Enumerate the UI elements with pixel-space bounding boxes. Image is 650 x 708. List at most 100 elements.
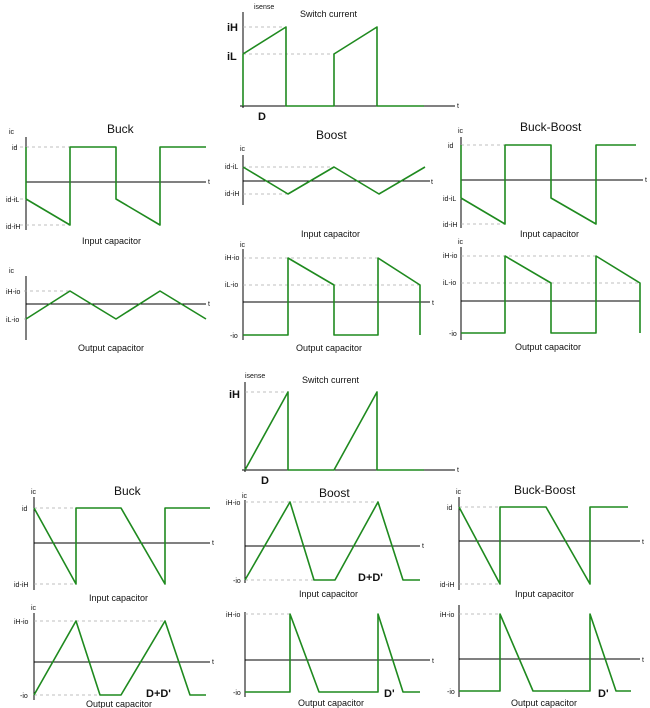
top-buck-input-caption: Input capacitor [82,236,141,246]
top-boost-output-plot: ic iH-io iL-io -io t Output capacitor [225,242,434,353]
bottom-switch-axis-label: isense [245,373,265,380]
top-buck-title: Buck [107,122,135,136]
top-switch-current-plot: isense Switch current iH iL t D [227,4,459,123]
top-boost-output-caption: Output capacitor [296,343,362,353]
bottom-buckboost-output-t-label: t [642,657,644,664]
bottom-boost-dp-label: D' [384,688,395,700]
top-boost-input-t-label: t [431,179,433,186]
bottom-buck-output-caption: Output capacitor [86,699,152,708]
bottom-buck-id-label: id [22,506,28,513]
top-switch-current-waveform [242,26,424,107]
top-boost-title: Boost [316,128,347,142]
top-buckboost-id-iL-label: id-iL [443,196,456,203]
bottom-buck-output-plot: ic iH-io -io t D+D' Output capacitor [14,605,214,708]
top-buck-output-waveform [25,290,207,320]
top-buck-output-axis-label: ic [9,268,15,275]
bottom-switch-t-label: t [457,467,459,474]
top-buck-output-plot: ic iH-io iL-io t Output capacitor [6,268,210,353]
bottom-boost-output-caption: Output capacitor [298,698,364,708]
bottom-buck-dd-label: D+D' [146,688,171,700]
bottom-boost-input-plot: ic Boost iH-io -io t D+D' Input capacito… [226,486,424,599]
top-buck-id-label: id [12,145,18,152]
bottom-buck-input-waveform [33,507,210,585]
bottom-buckboost-iH-io-label: iH-io [440,612,454,619]
bottom-buck-title: Buck [114,484,142,498]
top-buckboost-title: Buck-Boost [520,120,582,134]
bottom-buckboost-output-caption: Output capacitor [511,698,577,708]
top-buckboost-output-caption: Output capacitor [515,342,581,352]
bottom-switch-current-plot: isense Switch current iH t D [229,373,459,487]
bottom-buck-input-t-label: t [212,540,214,547]
bottom-buckboost-input-caption: Input capacitor [515,589,574,599]
top-boost-neg-io-label: -io [230,333,238,340]
bottom-buckboost-input-waveform [458,506,628,585]
top-buckboost-input-plot: ic Buck-Boost id id-iL id-iH t Input cap… [443,120,647,239]
bottom-switch-iH-label: iH [229,389,240,401]
bottom-boost-neg-io-label: -io [233,690,241,697]
bottom-buck-output-axis-label: ic [31,605,37,612]
bottom-boost-iH-io-label: iH-io [226,612,240,619]
top-buck-output-caption: Output capacitor [78,343,144,353]
bottom-buckboost-dp-label: D' [598,688,609,700]
bottom-boost-output-plot: iH-io -io t D' Output capacitor [226,612,434,708]
top-boost-iH-io-label: iH-io [225,255,239,262]
bottom-boost-output-t-label: t [432,658,434,665]
top-buckboost-id-label: id [448,143,454,150]
bottom-boost-input-t-label: t [422,543,424,550]
bottom-buck-iH-io-label: iH-io [14,619,28,626]
bottom-boost-neg-io-label: -io [233,578,241,585]
bottom-buckboost-id-label: id [447,505,453,512]
bottom-buck-output-waveform [33,620,206,696]
top-boost-id-iH-label: id-iH [225,191,239,198]
top-buckboost-output-plot: ic iH-io iL-io -io Output capacitor [443,239,641,352]
bottom-buckboost-title: Buck-Boost [514,483,576,497]
top-buck-input-t-label: t [208,179,210,186]
bottom-buckboost-neg-io-label: -io [447,689,455,696]
bottom-buck-neg-io-label: -io [20,693,28,700]
bottom-buckboost-input-plot: ic Buck-Boost id id-iH t Input capacitor [440,483,644,599]
top-buckboost-input-t-label: t [645,177,647,184]
bottom-buck-output-t-label: t [212,659,214,666]
bottom-boost-iH-io-label: iH-io [226,500,240,507]
top-buck-iH-io-label: iH-io [6,289,20,296]
top-boost-id-iL-label: id-iL [225,164,238,171]
top-buck-input-plot: ic Buck id id-iL id-iH t Input capacitor [6,122,210,246]
top-boost-output-axis-label: ic [240,242,246,249]
top-buckboost-iH-io-label: iH-io [443,253,457,260]
top-buck-id-iH-label: id-iH [6,224,20,231]
bottom-buckboost-input-t-label: t [642,539,644,546]
top-switch-t-label: t [457,103,459,110]
top-switch-title: Switch current [300,9,358,19]
bottom-buckboost-output-waveform [459,613,631,692]
bottom-boost-title: Boost [319,486,350,500]
top-boost-iL-io-label: iL-io [225,282,238,289]
top-boost-input-caption: Input capacitor [301,229,360,239]
top-boost-input-plot: ic Boost id-iL id-iH t Input capacitor [225,128,433,239]
bottom-boost-output-waveform [245,613,420,693]
bottom-switch-title: Switch current [302,375,360,385]
top-switch-iH-label: iH [227,22,238,34]
bottom-buck-input-plot: ic Buck id id-iH t Input capacitor [14,484,214,603]
top-boost-output-t-label: t [432,300,434,307]
top-switch-duty-label: D [258,111,266,123]
top-buckboost-input-waveform [460,144,636,225]
top-buckboost-input-axis-label: ic [458,128,464,135]
top-buck-input-waveform [25,146,206,226]
bottom-boost-dd-label: D+D' [358,572,383,584]
top-buck-id-iL-label: id-iL [6,197,19,204]
bottom-buckboost-output-plot: iH-io -io t D' Output capacitor [440,605,644,708]
top-buckboost-input-caption: Input capacitor [520,229,579,239]
top-buckboost-iL-io-label: iL-io [443,280,456,287]
top-boost-input-axis-label: ic [240,146,246,153]
top-boost-input-waveform [242,166,426,195]
top-buck-input-axis-label: ic [9,129,15,136]
top-switch-iL-label: iL [227,51,237,63]
bottom-buck-id-iH-label: id-iH [14,582,28,589]
bottom-boost-input-caption: Input capacitor [299,589,358,599]
top-buckboost-output-waveform [461,255,641,334]
top-buck-iL-io-label: iL-io [6,317,19,324]
top-buckboost-output-axis-label: ic [458,239,464,246]
top-buckboost-id-iH-label: id-iH [443,222,457,229]
bottom-boost-input-waveform [244,501,420,581]
